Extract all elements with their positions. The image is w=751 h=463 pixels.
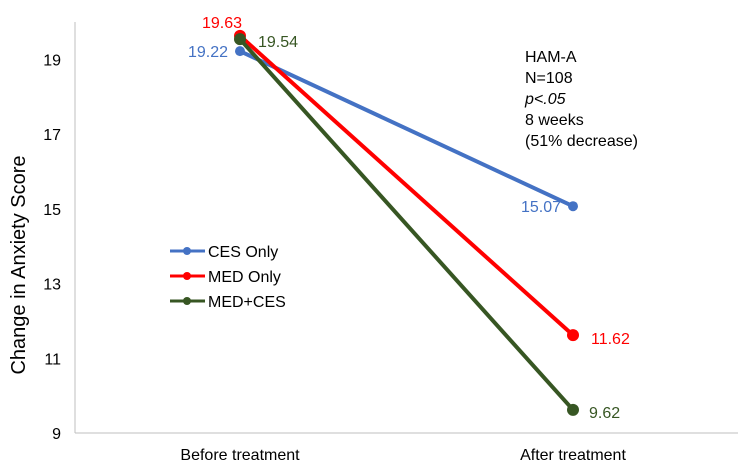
y-tick-label-19: 19 (43, 52, 61, 69)
legend-item-ces-only: CES Only (170, 244, 278, 261)
legend-label-ces-only: CES Only (208, 244, 278, 261)
series-line-ces-only (239, 49, 574, 209)
data-point-med-ces-after-treatment (567, 403, 579, 416)
data-labels: 19.22 15.07 19.63 11.62 19.54 9.62 (188, 15, 630, 422)
legend: CES Only MED Only MED+CES (170, 244, 286, 311)
annotation-line-weeks: 8 weeks (525, 112, 584, 129)
series-line-med-only (238, 34, 575, 337)
annotation-line-decrease: (51% decrease) (525, 133, 638, 150)
y-tick-label-15: 15 (43, 202, 61, 219)
x-tick-label-before-treatment: Before treatment (180, 447, 300, 463)
legend-label-med-only: MED Only (208, 269, 281, 286)
x-tick-label-after-treatment: After treatment (520, 447, 626, 463)
y-tick-labels: 9 11 13 15 17 19 (43, 52, 61, 443)
y-tick-label-13: 13 (43, 277, 61, 294)
y-tick-label-17: 17 (43, 127, 61, 144)
data-point-ces-only-before-treatment (235, 46, 245, 57)
data-point-ces-only-after-treatment (568, 201, 578, 212)
data-label-med-only-before-treatment: 19.63 (202, 15, 242, 32)
annotation-line-p: p<.05 (524, 91, 566, 108)
data-label-med-ces-after-treatment: 9.62 (589, 405, 620, 422)
annotation-line-ham-a: HAM-A (525, 49, 577, 66)
legend-label-med-ces: MED+CES (208, 294, 286, 311)
y-tick-label-11: 11 (44, 351, 61, 368)
annotation: HAM-A N=108 p<.05 8 weeks (51% decrease) (524, 49, 638, 150)
legend-item-med-only: MED Only (170, 269, 281, 286)
y-tick-label-9: 9 (52, 426, 61, 443)
legend-marker-med-only (183, 272, 191, 280)
series-lines (238, 34, 575, 412)
x-tick-labels: Before treatment After treatment (180, 447, 626, 463)
legend-marker-med-ces (183, 297, 191, 305)
data-label-med-ces-before-treatment: 19.54 (258, 34, 298, 51)
data-point-med-ces-before-treatment (234, 33, 246, 46)
series-points (234, 29, 579, 416)
legend-item-med-ces: MED+CES (170, 294, 286, 311)
y-axis-title: Change in Anxiety Score (8, 155, 30, 374)
legend-marker-ces-only (183, 247, 191, 255)
series-line-med-ces (238, 37, 575, 412)
data-label-ces-only-after-treatment: 15.07 (521, 199, 561, 216)
annotation-line-n: N=108 (525, 70, 573, 87)
data-label-med-only-after-treatment: 11.62 (591, 331, 630, 348)
data-point-med-only-after-treatment (567, 329, 579, 342)
data-label-ces-only-before-treatment: 19.22 (188, 44, 228, 61)
